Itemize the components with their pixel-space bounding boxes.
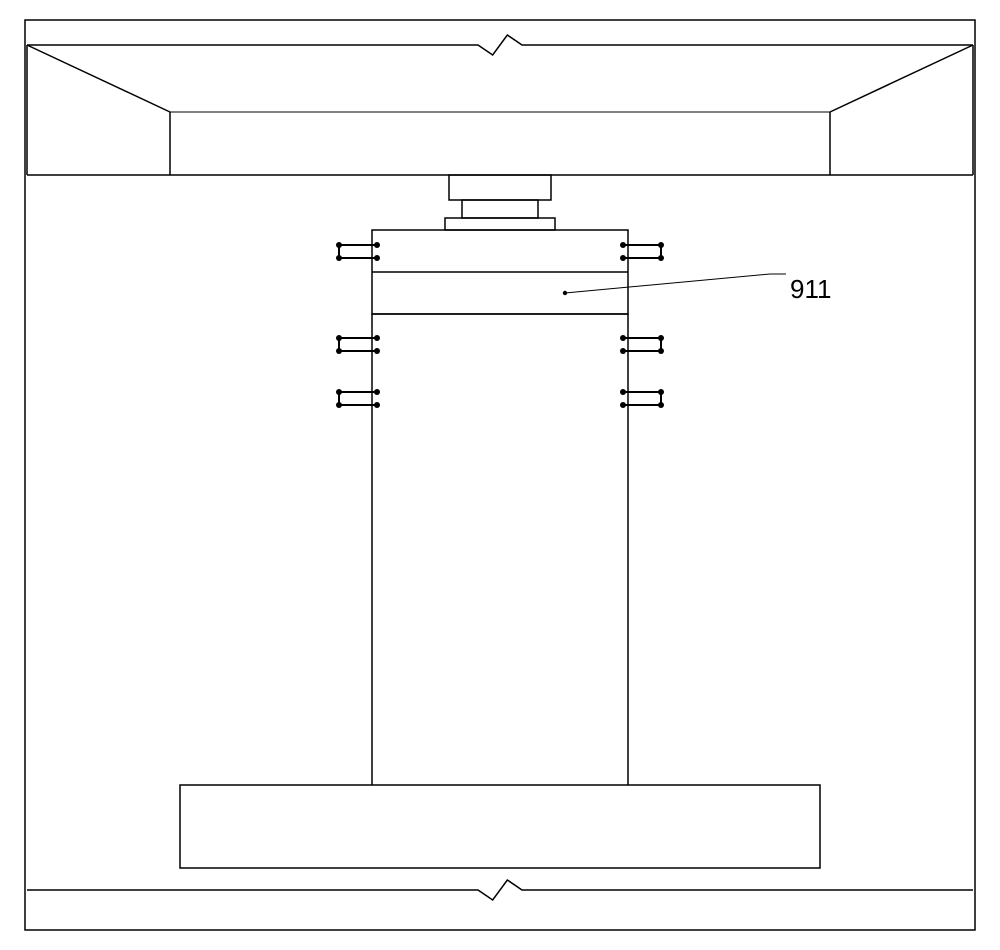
callout-leader <box>565 274 786 293</box>
top-beam-top-edge <box>27 35 973 55</box>
rebar-stubs <box>336 242 664 408</box>
footing <box>180 785 820 868</box>
pier-cap <box>372 230 628 314</box>
callout-911: 911 <box>563 274 832 304</box>
bearing <box>445 175 555 230</box>
pier-column <box>372 314 628 785</box>
outer-frame <box>25 20 975 930</box>
top-beam <box>27 35 973 175</box>
ground-line <box>27 880 973 900</box>
callout-label: 911 <box>790 274 831 304</box>
